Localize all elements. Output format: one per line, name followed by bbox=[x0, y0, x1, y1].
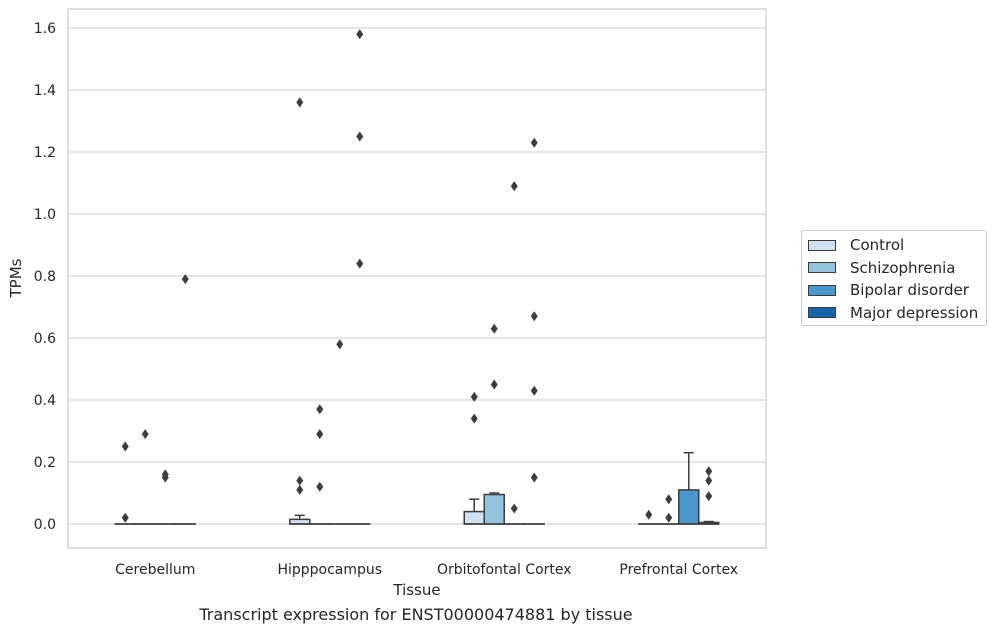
plot-frame bbox=[67, 8, 767, 549]
gridlines bbox=[68, 27, 766, 525]
legend-label: Schizophrenia bbox=[850, 258, 956, 277]
y-tick-label: 0.0 bbox=[34, 517, 56, 533]
y-tick-label: 1.0 bbox=[34, 207, 56, 223]
chart-caption: Transcript expression for ENST0000047488… bbox=[199, 605, 633, 624]
plot-marks bbox=[114, 29, 720, 525]
outlier-point bbox=[121, 441, 129, 452]
outlier-point bbox=[316, 429, 324, 440]
outlier-point bbox=[356, 29, 364, 40]
outlier-point bbox=[510, 503, 518, 514]
outlier-point bbox=[665, 512, 673, 523]
outlier-point bbox=[181, 274, 189, 285]
outlier-point bbox=[470, 413, 478, 424]
y-tick-label: 1.2 bbox=[34, 145, 56, 161]
box bbox=[678, 489, 700, 525]
legend-swatch bbox=[808, 262, 836, 273]
outlier-point bbox=[665, 494, 673, 505]
outlier-point bbox=[296, 475, 304, 486]
box bbox=[463, 510, 485, 525]
outlier-point bbox=[490, 323, 498, 334]
outlier-point bbox=[356, 258, 364, 269]
y-tick-label: 0.8 bbox=[34, 269, 56, 285]
outlier-point bbox=[336, 339, 344, 350]
legend-item: Major depression bbox=[808, 304, 978, 322]
y-axis-ticks: 0.0 0.2 0.4 0.6 0.8 1.0 1.2 1.4 1.6 bbox=[34, 21, 56, 533]
x-axis-ticks: Cerebellum Hipppocampus Orbitofontal Corte… bbox=[115, 562, 738, 578]
outlier-point bbox=[510, 181, 518, 192]
legend-label: Major depression bbox=[850, 303, 979, 322]
outlier-point bbox=[530, 385, 538, 396]
outlier-point bbox=[141, 429, 149, 440]
legend-swatch bbox=[808, 307, 836, 318]
box bbox=[483, 493, 505, 525]
legend: Control Schizophrenia Bipolar disorder Majo… bbox=[801, 230, 987, 326]
outlier-point bbox=[161, 472, 169, 483]
outlier-point bbox=[356, 131, 364, 142]
outlier-point bbox=[296, 97, 304, 108]
outlier-point bbox=[316, 404, 324, 415]
x-tick-label: Cerebellum bbox=[115, 562, 195, 578]
outlier-point bbox=[530, 472, 538, 483]
outlier-point bbox=[705, 466, 713, 477]
y-tick-label: 0.6 bbox=[34, 331, 56, 347]
y-tick-label: 1.6 bbox=[34, 21, 56, 37]
outlier-point bbox=[705, 491, 713, 502]
legend-swatch bbox=[808, 239, 836, 251]
x-axis-label: Tissue bbox=[392, 581, 440, 599]
outlier-point bbox=[705, 475, 713, 486]
outlier-point bbox=[490, 379, 498, 390]
legend-item: Schizophrenia bbox=[808, 259, 955, 277]
outlier-point bbox=[530, 137, 538, 148]
outlier-point bbox=[121, 512, 129, 523]
y-tick-label: 0.2 bbox=[34, 455, 56, 471]
legend-label: Bipolar disorder bbox=[850, 281, 969, 299]
y-tick-label: 1.4 bbox=[34, 83, 56, 99]
y-tick-label: 0.4 bbox=[34, 393, 56, 409]
outlier-point bbox=[530, 311, 538, 322]
legend-label: Control bbox=[850, 236, 905, 254]
x-tick-label: Prefrontal Cortex bbox=[619, 562, 738, 578]
outlier-point bbox=[316, 481, 324, 492]
legend-swatch bbox=[808, 284, 836, 296]
outlier-point bbox=[645, 509, 653, 520]
legend-item: Control bbox=[808, 236, 904, 254]
x-tick-label: Orbitofontal Cortex bbox=[437, 562, 572, 578]
y-axis-label: TPMs bbox=[7, 258, 25, 298]
legend-item: Bipolar disorder bbox=[808, 281, 969, 299]
outlier-point bbox=[296, 484, 304, 495]
x-tick-label: Hipppocampus bbox=[277, 562, 382, 578]
outlier-point bbox=[470, 391, 478, 402]
